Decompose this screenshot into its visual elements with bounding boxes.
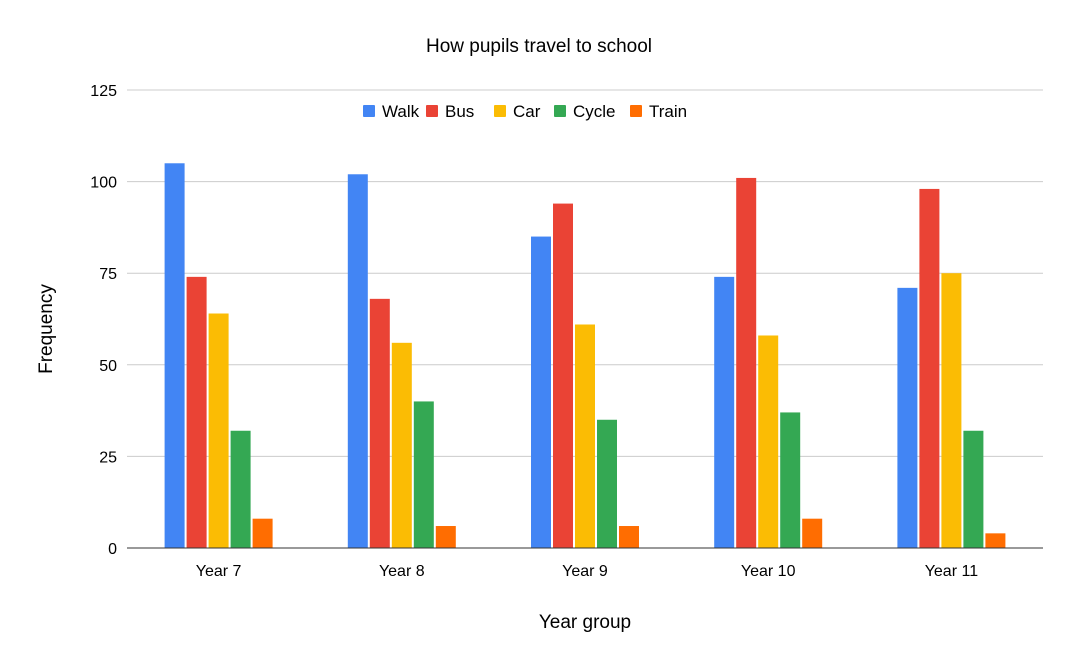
legend-swatch-car — [494, 105, 506, 117]
bar-car — [575, 324, 595, 548]
bars — [164, 163, 1006, 549]
legend: Walk Bus Car Cycle Train — [363, 102, 687, 121]
bar-walk — [347, 174, 368, 548]
bar-cycle — [963, 430, 984, 548]
bar-bus — [736, 177, 757, 548]
y-tick-label: 0 — [108, 541, 117, 558]
legend-swatch-walk — [363, 105, 375, 117]
legend-label: Bus — [445, 102, 474, 121]
y-tick-label: 50 — [99, 358, 117, 375]
gridlines — [127, 89, 1043, 457]
legend-swatch-cycle — [554, 105, 566, 117]
legend-label: Train — [649, 102, 687, 121]
legend-swatch-bus — [426, 105, 438, 117]
bar-car — [758, 335, 779, 548]
y-tick-label: 25 — [99, 449, 117, 466]
bar-train — [802, 518, 823, 548]
x-axis-ticks: Year 7 Year 8 Year 9 Year 10 Year 11 — [196, 563, 978, 580]
bar-car — [208, 313, 229, 548]
y-axis-ticks: 0 25 50 75 100 125 — [90, 83, 117, 558]
y-tick-label: 100 — [90, 175, 117, 192]
bar-train — [619, 526, 639, 548]
legend-label: Car — [513, 102, 541, 121]
bar-walk — [531, 236, 551, 548]
bar-cycle — [597, 419, 617, 548]
bar-car — [391, 342, 412, 548]
bar-bus — [919, 188, 940, 549]
bar-cycle — [413, 401, 434, 548]
y-axis-label: Frequency — [36, 284, 57, 374]
bar-bus — [186, 276, 207, 548]
bar-walk — [897, 287, 918, 548]
x-axis-label: Year group — [539, 612, 631, 633]
y-tick-label: 125 — [90, 83, 117, 100]
y-tick-label: 75 — [99, 266, 117, 283]
legend-label: Walk — [382, 102, 420, 121]
bar-walk — [164, 163, 185, 548]
bar-train — [252, 518, 273, 548]
bar-car — [941, 273, 962, 548]
x-tick-label: Year 10 — [741, 563, 796, 580]
x-tick-label: Year 7 — [196, 563, 242, 580]
bar-bus — [553, 203, 573, 549]
bar-bus — [369, 298, 390, 548]
bar-cycle — [780, 412, 801, 548]
x-tick-label: Year 8 — [379, 563, 425, 580]
bar-walk — [714, 276, 735, 548]
x-tick-label: Year 9 — [562, 563, 608, 580]
chart-title: How pupils travel to school — [426, 36, 652, 57]
legend-swatch-train — [630, 105, 642, 117]
x-tick-label: Year 11 — [925, 563, 978, 580]
bar-train — [435, 526, 456, 548]
bar-cycle — [230, 430, 251, 548]
bar-train — [985, 533, 1006, 548]
legend-label: Cycle — [573, 102, 616, 121]
